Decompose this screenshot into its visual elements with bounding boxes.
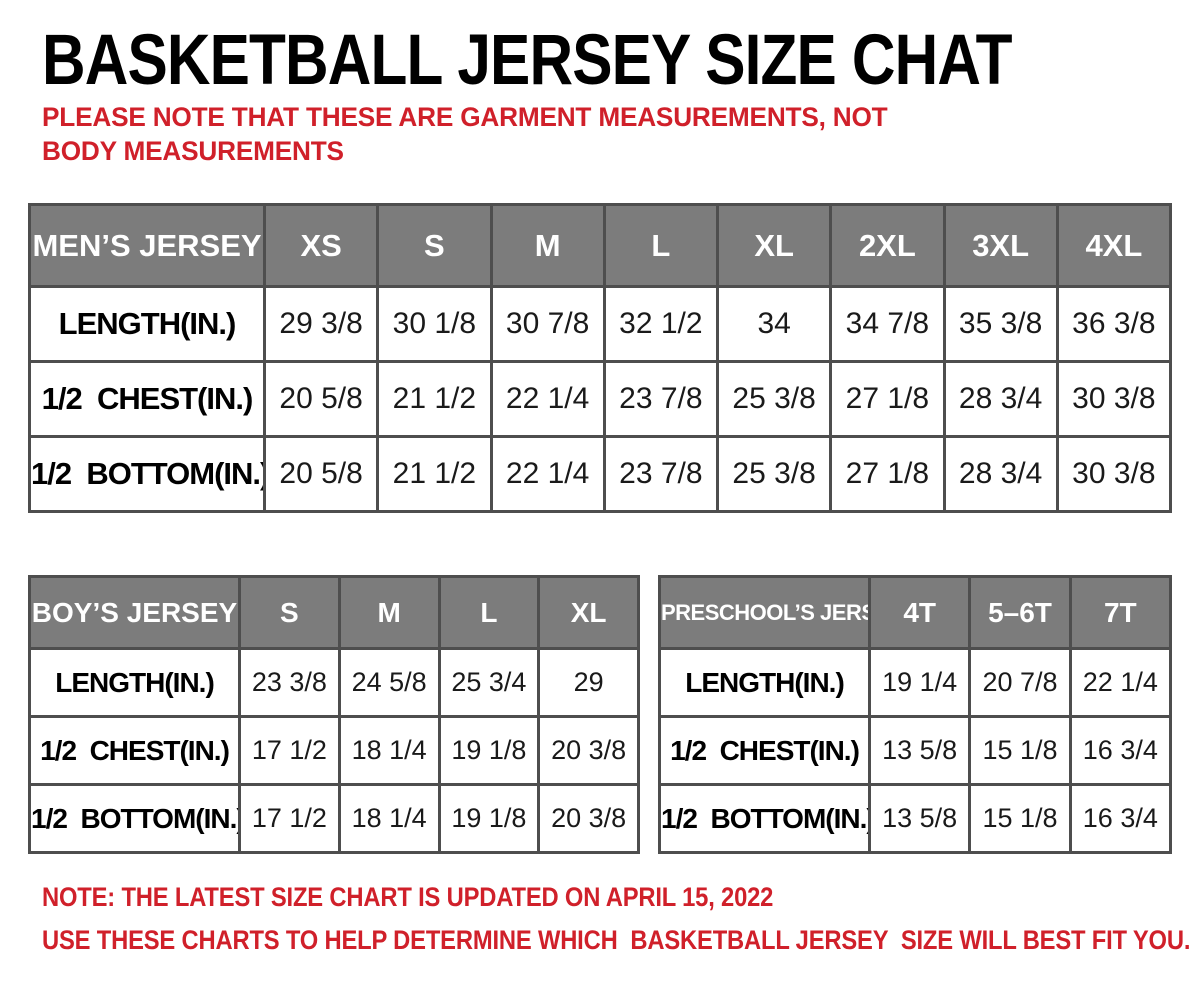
mens-jersey-table: MEN’S JERSEY XS S M L XL 2XL 3XL 4XL LENGTH(IN.) 2…: [28, 203, 1173, 513]
measurement-value-cell: 28 3/4: [942, 360, 1059, 438]
row-label-cell: 1/2 CHEST(IN.): [658, 715, 871, 786]
measurement-value-cell: 24 5/8: [337, 647, 441, 718]
measurement-value-cell: 22 1/4: [1068, 647, 1173, 718]
size-header-cell: L: [437, 575, 541, 650]
measurement-value-cell: 20 5/8: [262, 435, 380, 513]
measurement-value-cell: 18 1/4: [337, 715, 441, 786]
measurement-value-cell: 36 3/8: [1055, 285, 1173, 363]
size-header-cell: S: [376, 203, 493, 288]
measurement-value-cell: 35 3/8: [942, 285, 1059, 363]
measurement-value-cell: 21 1/2: [376, 360, 493, 438]
row-label-cell: 1/2 CHEST(IN.): [28, 715, 241, 786]
preschool-jersey-table: PRESCHOOL’S JERSEY4T5–6T7TLENGTH(IN.)19 …: [658, 575, 1173, 854]
row-label-cell: 1/2 BOTTOM(IN.): [658, 783, 871, 854]
update-date-note: NOTE: THE LATEST SIZE CHART IS UPDATED O…: [42, 882, 774, 912]
garment-measurements-note: PLEASE NOTE THAT THESE ARE GARMENT MEASU…: [42, 102, 895, 166]
row-label-cell: LENGTH(IN.): [658, 647, 871, 718]
measurement-value-cell: 34 7/8: [829, 285, 946, 363]
table-header-row: BOY’S JERSEY S M L XL: [28, 575, 640, 650]
size-header-cell: XL: [537, 575, 640, 650]
size-header-cell: 3XL: [942, 203, 1059, 288]
size-header-cell: S: [238, 575, 341, 650]
measurement-value-cell: 23 7/8: [602, 360, 720, 438]
size-header-cell: M: [337, 575, 441, 650]
size-header-cell: 4XL: [1055, 203, 1173, 288]
measurement-value-cell: 29 3/8: [262, 285, 380, 363]
measurement-value-cell: 25 3/8: [715, 360, 833, 438]
measurement-value-cell: 25 3/8: [715, 435, 833, 513]
measurement-value-cell: 17 1/2: [238, 715, 341, 786]
measurement-value-cell: 27 1/8: [829, 360, 946, 438]
measurement-value-cell: 15 1/8: [968, 783, 1072, 854]
table-row: LENGTH(IN.) 29 3/8 30 1/8 30 7/8 32 1/2 34 34 …: [28, 285, 1173, 363]
measurement-value-cell: 30 3/8: [1055, 360, 1173, 438]
measurement-value-cell: 28 3/4: [942, 435, 1059, 513]
size-header-cell: 5–6T: [968, 575, 1072, 650]
measurement-value-cell: 20 3/8: [537, 715, 640, 786]
measurement-value-cell: 16 3/4: [1068, 715, 1173, 786]
usage-note: USE THESE CHARTS TO HELP DETERMINE WHICH…: [42, 925, 1191, 955]
page-title: BASKETBALL JERSEY SIZE CHAT: [42, 21, 1012, 100]
row-label-cell: 1/2 CHEST(IN.): [28, 360, 266, 438]
measurement-value-cell: 22 1/4: [489, 435, 606, 513]
measurement-value-cell: 20 5/8: [262, 360, 380, 438]
measurement-value-cell: 23 7/8: [602, 435, 720, 513]
measurement-value-cell: 23 3/8: [238, 647, 341, 718]
measurement-value-cell: 18 1/4: [337, 783, 441, 854]
row-label-cell: 1/2 BOTTOM(IN.): [28, 783, 241, 854]
measurement-value-cell: 19 1/4: [867, 647, 972, 718]
boys-jersey-table: BOY’S JERSEY S M L XL LENGTH(IN.) 23 3/8 24 5/8…: [28, 575, 640, 854]
row-label-cell: LENGTH(IN.): [28, 647, 241, 718]
table-row: 1/2 BOTTOM(IN.) 17 1/2 18 1/4 19 1/8 20 3/8: [28, 783, 640, 854]
table-row: 1/2 BOTTOM(IN.) 20 5/8 21 1/2 22 1/4 23 7/8 2…: [28, 435, 1173, 513]
table-row: 1/2 CHEST(IN.) 17 1/2 18 1/4 19 1/8 20 3/8: [28, 715, 640, 786]
measurement-value-cell: 22 1/4: [489, 360, 606, 438]
table-title-cell: MEN’S JERSEY: [28, 203, 266, 288]
measurement-value-cell: 27 1/8: [829, 435, 946, 513]
table-header-row: MEN’S JERSEY XS S M L XL 2XL 3XL 4XL: [28, 203, 1173, 288]
table-title-cell: PRESCHOOL’S JERSEY: [658, 575, 871, 650]
measurement-value-cell: 20 7/8: [968, 647, 1072, 718]
table-row: LENGTH(IN.) 19 1/4 20 7/8 22 1/4: [658, 647, 1173, 718]
measurement-value-cell: 13 5/8: [867, 715, 972, 786]
row-label-cell: 1/2 BOTTOM(IN.): [28, 435, 266, 513]
measurement-value-cell: 13 5/8: [867, 783, 972, 854]
table-row: 1/2 CHEST(IN.) 13 5/8 15 1/8 16 3/4: [658, 715, 1173, 786]
measurement-value-cell: 30 1/8: [376, 285, 493, 363]
measurement-value-cell: 20 3/8: [537, 783, 640, 854]
measurement-value-cell: 19 1/8: [437, 783, 541, 854]
measurement-value-cell: 30 7/8: [489, 285, 606, 363]
measurement-value-cell: 32 1/2: [602, 285, 720, 363]
measurement-value-cell: 30 3/8: [1055, 435, 1173, 513]
size-header-cell: 7T: [1068, 575, 1173, 650]
measurement-value-cell: 19 1/8: [437, 715, 541, 786]
table-row: 1/2 CHEST(IN.) 20 5/8 21 1/2 22 1/4 23 7/8 25…: [28, 360, 1173, 438]
measurement-value-cell: 25 3/4: [437, 647, 541, 718]
measurement-value-cell: 34: [715, 285, 833, 363]
table-row: LENGTH(IN.) 23 3/8 24 5/8 25 3/4 29: [28, 647, 640, 718]
measurement-value-cell: 15 1/8: [968, 715, 1072, 786]
measurement-value-cell: 17 1/2: [238, 783, 341, 854]
size-header-cell: 4T: [867, 575, 972, 650]
measurement-value-cell: 29: [537, 647, 640, 718]
size-header-cell: M: [489, 203, 606, 288]
size-header-cell: XS: [262, 203, 380, 288]
measurement-value-cell: 21 1/2: [376, 435, 493, 513]
size-header-cell: XL: [715, 203, 833, 288]
size-header-cell: 2XL: [829, 203, 946, 288]
table-row: 1/2 BOTTOM(IN.) 13 5/8 15 1/8 16 3/4: [658, 783, 1173, 854]
measurement-value-cell: 16 3/4: [1068, 783, 1173, 854]
row-label-cell: LENGTH(IN.): [28, 285, 266, 363]
table-title-cell: BOY’S JERSEY: [28, 575, 241, 650]
size-header-cell: L: [602, 203, 720, 288]
